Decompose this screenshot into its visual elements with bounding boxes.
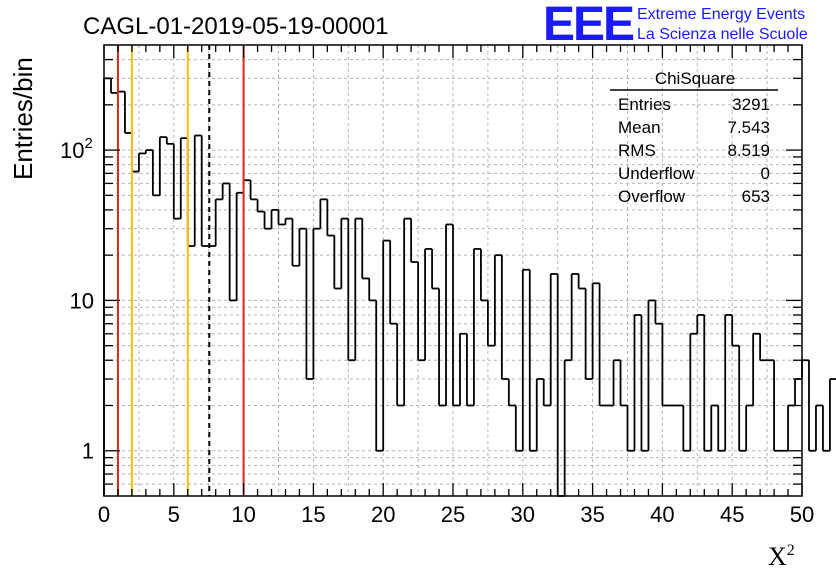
x-tick-label: 10 bbox=[231, 502, 255, 527]
y-axis-title: Entries/bin bbox=[8, 57, 38, 180]
x-tick-label: 30 bbox=[511, 502, 535, 527]
x-tick-label: 40 bbox=[650, 502, 674, 527]
x-tick-label: 25 bbox=[441, 502, 465, 527]
threshold-lines bbox=[116, 45, 245, 496]
x-tick-label: 45 bbox=[720, 502, 744, 527]
x-tick-label: 50 bbox=[790, 502, 814, 527]
x-axis-title: X2 bbox=[768, 542, 795, 571]
x-tick-label: 15 bbox=[301, 502, 325, 527]
x-tick-label: 35 bbox=[580, 502, 604, 527]
stats-label: Overflow bbox=[618, 187, 686, 206]
axis-ticks bbox=[103, 45, 803, 496]
stats-label: RMS bbox=[618, 141, 656, 160]
stats-label: Entries bbox=[618, 95, 671, 114]
stats-title: ChiSquare bbox=[655, 69, 735, 88]
chart-title: CAGL-01-2019-05-19-00001 bbox=[83, 13, 389, 40]
y-tick-label: 10 bbox=[70, 288, 94, 313]
logo-line-1: Extreme Energy Events bbox=[637, 6, 805, 23]
stats-value: 0 bbox=[761, 164, 770, 183]
stats-value: 3291 bbox=[732, 95, 770, 114]
histogram-bars bbox=[103, 77, 836, 497]
stats-value: 653 bbox=[742, 187, 770, 206]
x-tick-label: 20 bbox=[371, 502, 395, 527]
stats-value: 7.543 bbox=[727, 118, 770, 137]
stats-box: ChiSquare Entries 3291 Mean 7.543 RMS 8.519 Un… bbox=[610, 69, 778, 206]
eee-logo: EEE bbox=[543, 0, 634, 51]
stats-value: 8.519 bbox=[727, 141, 770, 160]
logo-line-2: La Scienza nelle Scuole bbox=[637, 26, 808, 43]
stats-label: Mean bbox=[618, 118, 661, 137]
x-tick-label: 0 bbox=[98, 502, 110, 527]
x-tick-label: 5 bbox=[168, 502, 180, 527]
y-tick-labels: 1 10 102 bbox=[60, 135, 94, 464]
x-tick-labels: 0 5 10 15 20 25 30 35 40 45 50 bbox=[98, 502, 814, 527]
y-tick-label: 102 bbox=[60, 135, 93, 163]
y-tick-label: 1 bbox=[82, 439, 94, 464]
stats-label: Underflow bbox=[618, 164, 695, 183]
